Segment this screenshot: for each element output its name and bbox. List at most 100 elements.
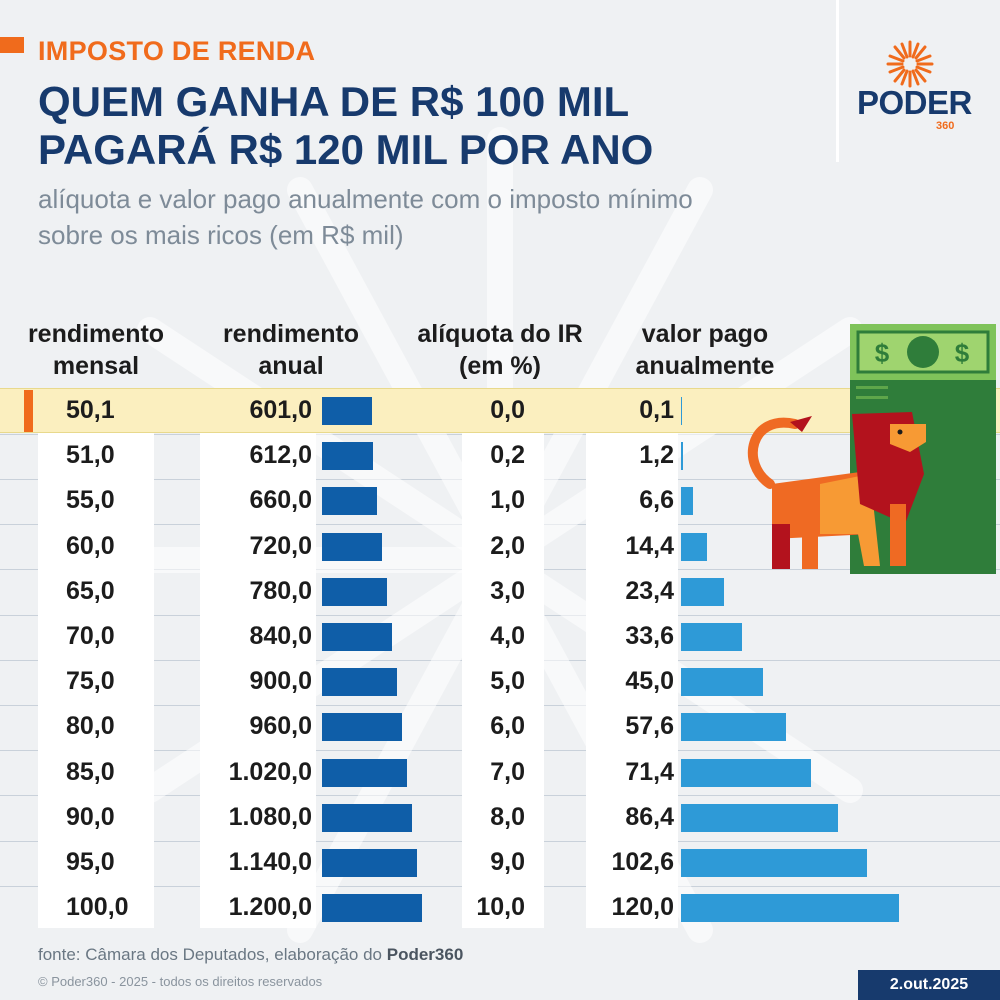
column-header-pago-line1: valor pago [641,320,769,348]
cell-aliquota: 6,0 [490,712,525,741]
highlight-row [0,388,1000,433]
bar-tax-paid [681,713,786,742]
cell-anual: 960,0 [249,712,312,741]
cell-pago: 120,0 [611,893,674,922]
column-header-mensal-line2: mensal [52,352,140,380]
bar-annual-income [322,487,378,516]
lion-banknote-illustration: $ $ [747,324,996,574]
column-header-aliquota-line2: (em %) [459,352,541,380]
cell-pago: 33,6 [625,622,674,650]
column-header-anual: rendimento anual [205,318,377,382]
subtitle-line-2: sobre os mais ricos (em R$ mil) [38,220,404,250]
cell-aliquota: 0,0 [490,396,525,424]
sun-logo-icon [886,40,934,88]
column-bg-mensal [38,388,154,928]
column-bg-aliquota [462,388,544,928]
cell-pago: 71,4 [625,757,674,786]
cell-pago: 57,6 [625,712,674,741]
cell-pago: 1,2 [639,441,674,470]
cell-mensal: 90,0 [66,802,115,831]
category-marker [0,37,24,53]
cell-pago: 6,6 [639,486,674,515]
bar-annual-income [322,668,397,697]
subtitle-line-1: alíquota e valor pago anualmente com o i… [38,184,693,214]
cell-mensal: 85,0 [66,757,115,786]
source-bold: Poder360 [386,945,464,964]
cell-mensal: 51,0 [66,441,115,470]
cell-aliquota: 0,2 [490,441,525,470]
column-header-pago-line2: anualmente [635,352,775,380]
svg-text:$: $ [955,338,970,368]
cell-aliquota: 2,0 [490,531,525,560]
bar-tax-paid [681,668,763,697]
cell-mensal: 75,0 [66,667,115,696]
column-header-mensal-line1: rendimento [27,320,165,348]
cell-anual: 720,0 [249,531,312,560]
copyright-note: © Poder360 - 2025 - todos os direitos re… [38,974,323,989]
bar-tax-paid [681,849,868,877]
cell-aliquota: 5,0 [490,667,525,696]
cell-mensal: 95,0 [66,848,115,876]
page-title: QUEM GANHA DE R$ 100 MIL PAGARÁ R$ 120 M… [38,78,798,174]
column-header-pago: valor pago anualmente [620,318,790,382]
column-header-anual-line2: anual [258,352,324,380]
cell-pago: 45,0 [625,667,674,696]
bar-tax-paid [681,487,693,516]
column-header-aliquota: alíquota do IR (em %) [400,318,600,382]
cell-anual: 1.020,0 [228,757,312,786]
column-bg-anual [200,388,316,928]
cell-pago: 14,4 [625,531,674,560]
cell-anual: 780,0 [249,576,312,605]
bar-tax-paid [681,397,682,425]
cell-aliquota: 4,0 [490,622,525,650]
cell-aliquota: 9,0 [490,848,525,876]
bar-tax-paid [681,894,899,923]
title-line-1: QUEM GANHA DE R$ 100 MIL [38,78,630,125]
cell-anual: 1.200,0 [228,893,312,922]
cell-mensal: 65,0 [66,576,115,605]
category-tag: IMPOSTO DE RENDA [38,36,316,66]
cell-pago: 0,1 [639,396,674,424]
logo-wordmark: PODER [857,84,972,121]
cell-aliquota: 8,0 [490,802,525,831]
cell-anual: 612,0 [249,441,312,470]
column-header-aliquota-line1: alíquota do IR [417,320,583,348]
logo-number: 360 [936,120,955,132]
cell-anual: 601,0 [249,396,312,424]
highlight-marker [24,390,33,432]
cell-aliquota: 7,0 [490,757,525,786]
bar-tax-paid [681,803,838,832]
bar-tax-paid [681,442,684,471]
cell-anual: 840,0 [249,622,312,650]
column-header-anual-line1: rendimento [222,320,360,348]
bar-annual-income [322,397,373,425]
bar-annual-income [322,713,402,742]
bar-tax-paid [681,577,724,606]
column-bg-pago [586,388,678,928]
bar-annual-income [322,532,382,561]
cell-mensal: 50,1 [66,396,115,424]
cell-mensal: 70,0 [66,622,115,650]
cell-pago: 102,6 [611,848,674,876]
svg-text:$: $ [875,338,890,368]
cell-anual: 660,0 [249,486,312,515]
bar-annual-income [322,849,417,877]
cell-pago: 86,4 [625,802,674,831]
cell-anual: 1.140,0 [228,848,312,876]
cell-mensal: 80,0 [66,712,115,741]
source-note: fonte: Câmara dos Deputados, elaboração … [38,945,463,965]
cell-mensal: 100,0 [66,893,129,922]
header-divider [836,0,839,162]
bar-tax-paid [681,532,708,561]
bar-annual-income [322,894,422,923]
cell-anual: 900,0 [249,667,312,696]
bar-tax-paid [681,623,743,651]
cell-mensal: 60,0 [66,531,115,560]
date-badge: 2.out.2025 [858,970,1000,1000]
cell-pago: 23,4 [625,576,674,605]
bar-tax-paid [681,758,811,787]
bar-annual-income [322,442,374,471]
source-text: fonte: Câmara dos Deputados, elaboração … [38,945,387,964]
cell-aliquota: 1,0 [490,486,525,515]
bar-annual-income [322,577,387,606]
